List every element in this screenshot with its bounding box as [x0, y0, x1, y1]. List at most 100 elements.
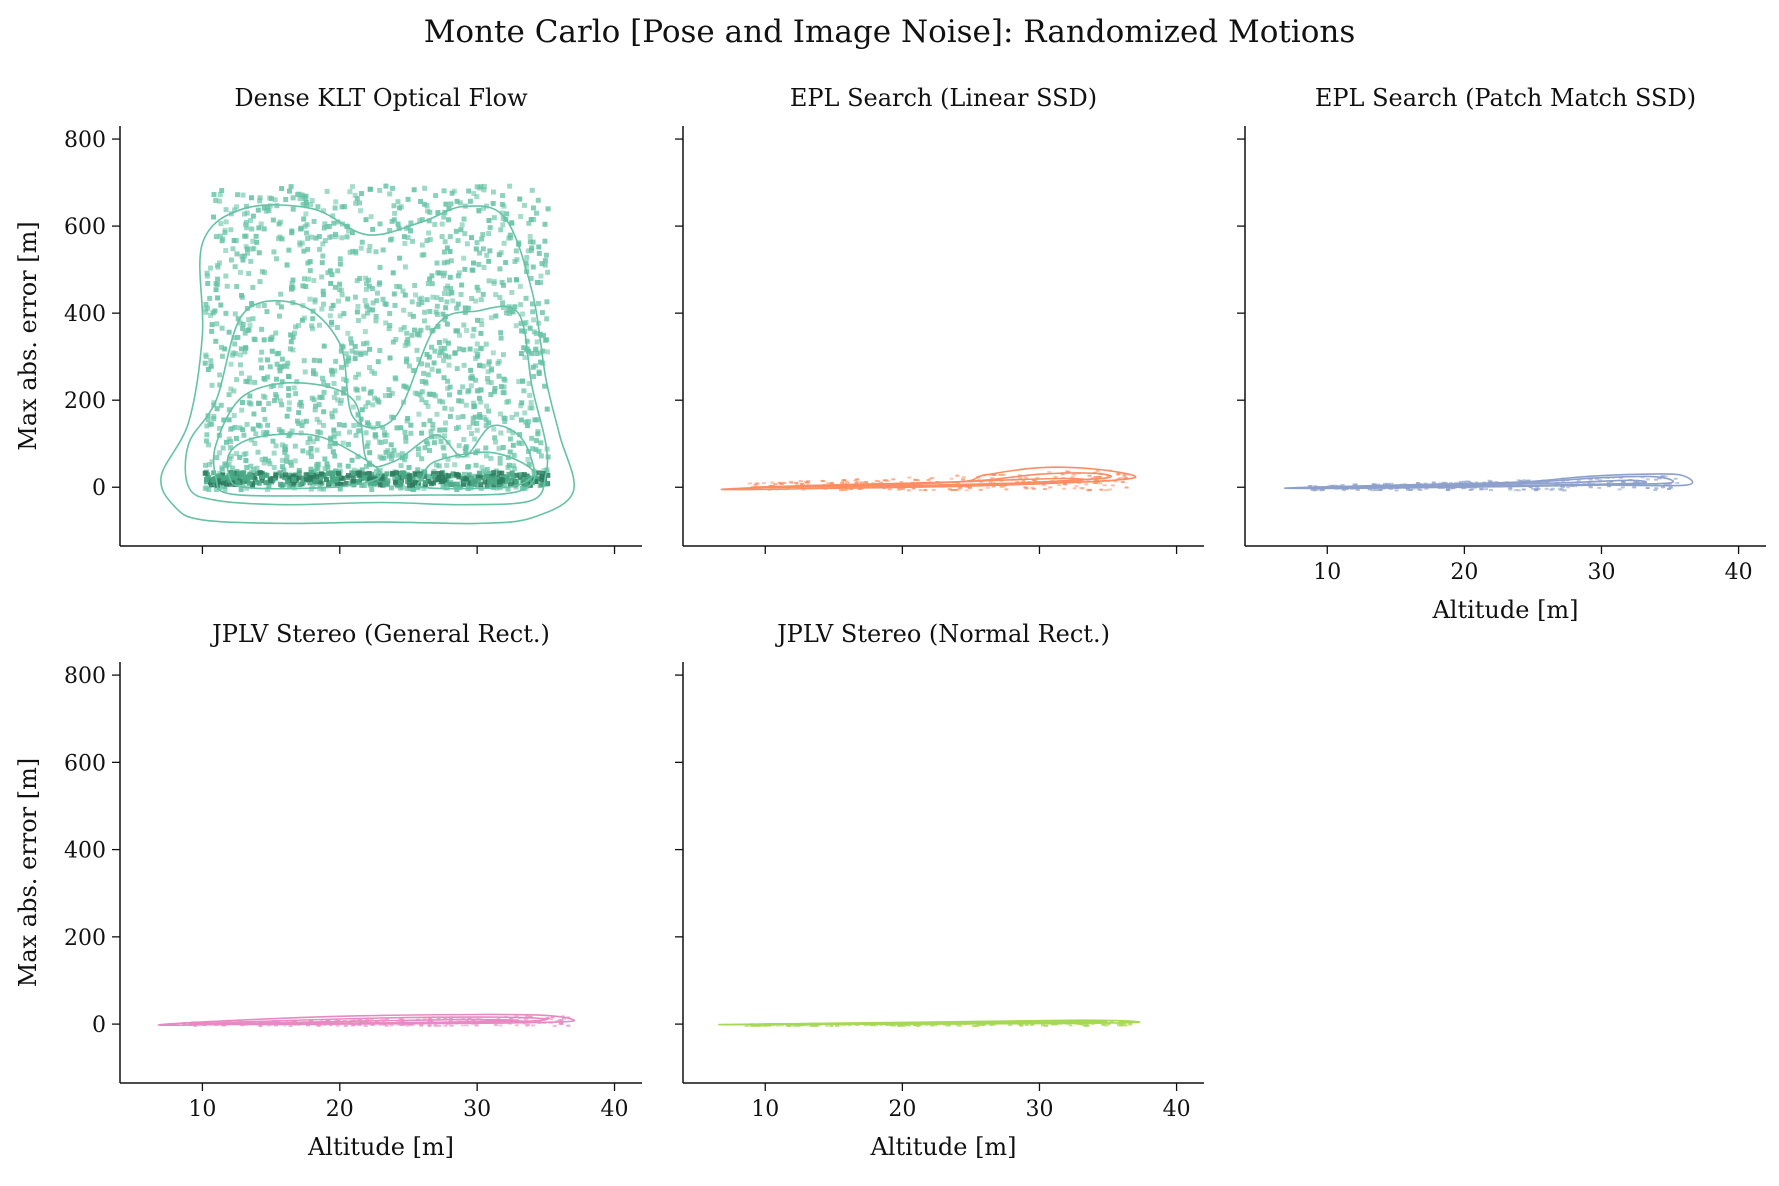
histogram-cell [288, 1024, 293, 1027]
histogram-cell [214, 263, 220, 269]
histogram-cell [261, 303, 267, 309]
histogram-cell [288, 475, 294, 481]
histogram-cell [801, 488, 806, 491]
histogram-cell [478, 482, 484, 488]
histogram-cell [1107, 488, 1112, 491]
histogram-cell [1411, 487, 1416, 490]
histogram-cell [332, 205, 338, 211]
histogram-cell [234, 283, 240, 289]
histogram-cell [220, 445, 226, 451]
histogram-cell [800, 1024, 805, 1027]
histogram-cell [403, 453, 409, 459]
histogram-cell [1122, 476, 1127, 479]
histogram-cell [441, 453, 447, 459]
histogram-cell [397, 284, 403, 290]
histogram-cell [248, 463, 254, 469]
histogram-cell [1019, 1024, 1024, 1027]
histogram-cell [305, 1024, 310, 1027]
histogram-cell [327, 440, 333, 446]
histogram-cell [374, 468, 380, 474]
histogram-cell [353, 200, 359, 206]
histogram-cell [316, 322, 322, 328]
histogram-cell [498, 227, 504, 233]
histogram-cell [514, 480, 520, 486]
histogram-cell [355, 412, 361, 418]
histogram-cell [254, 239, 260, 245]
histogram-cell [292, 458, 298, 464]
histogram-cell [435, 270, 441, 276]
histogram-cell [284, 454, 290, 460]
histogram-cell [288, 462, 294, 468]
histogram-cell [247, 379, 253, 385]
histogram-cell [264, 357, 270, 363]
histogram-cell [915, 479, 920, 482]
histogram-cell [301, 358, 307, 364]
histogram-cell [442, 405, 448, 411]
histogram-cell [427, 276, 433, 282]
histogram-cell [349, 348, 355, 354]
histogram-cell [555, 1020, 560, 1023]
histogram-cell [1018, 477, 1023, 480]
histogram-cell [359, 467, 365, 473]
histogram-cell [409, 481, 415, 487]
histogram-cell [468, 367, 474, 373]
histogram-cell [345, 441, 351, 447]
histogram-cell [275, 300, 281, 306]
histogram-cell [305, 440, 311, 446]
histogram-cell [314, 447, 320, 453]
histogram-cell [246, 375, 252, 381]
histogram-cell [1415, 482, 1420, 485]
histogram-cell [526, 380, 532, 386]
histogram-cell [309, 198, 315, 204]
histogram-cell [762, 1024, 767, 1027]
histogram-cell [376, 478, 382, 484]
histogram-cell [361, 386, 367, 392]
histogram-cell [1090, 476, 1095, 479]
histogram-cell [334, 325, 340, 331]
histogram-cell [413, 292, 419, 298]
histogram-cell [308, 470, 314, 476]
histogram-cell [316, 234, 322, 240]
histogram-cell [473, 356, 479, 362]
histogram-cell [262, 456, 268, 462]
histogram-cell [377, 264, 383, 270]
histogram-cell [259, 326, 265, 332]
histogram-cell [310, 326, 316, 332]
histogram-cell [387, 227, 393, 233]
histogram-cell [271, 450, 277, 456]
histogram-cell [382, 393, 388, 399]
histogram-cell [320, 375, 326, 381]
histogram-cell [408, 422, 414, 428]
histogram-cell [436, 339, 442, 345]
histogram-cell [357, 200, 363, 206]
histogram-cell [779, 1024, 784, 1027]
histogram-cell [353, 350, 359, 356]
histogram-cell [999, 485, 1004, 488]
histogram-cell [248, 437, 254, 443]
histogram-cell [296, 410, 302, 416]
histogram-cell [1528, 486, 1533, 489]
histogram-cell [416, 301, 422, 307]
histogram-cell [465, 389, 471, 395]
histogram-cell [215, 295, 221, 301]
histogram-cell [387, 355, 393, 361]
histogram-cell [213, 197, 219, 203]
histogram-cell [359, 407, 365, 413]
y-tick-label: 800 [64, 128, 106, 153]
histogram-cell [294, 379, 300, 385]
histogram-cell [430, 294, 436, 300]
histogram-cell [501, 384, 507, 390]
histogram-cell [260, 430, 266, 436]
histogram-cell [235, 480, 241, 486]
histogram-cell [203, 301, 209, 307]
histogram-cell [524, 255, 530, 261]
histogram-cell [421, 201, 427, 207]
histogram-cell [355, 454, 361, 460]
histogram-cell [550, 1016, 555, 1019]
histogram-cell [788, 480, 793, 483]
histogram-cell [246, 271, 252, 277]
histogram-cell [303, 476, 309, 482]
histogram-cell [389, 1024, 394, 1027]
histogram-cell [387, 322, 393, 328]
histogram-cell [773, 483, 778, 486]
